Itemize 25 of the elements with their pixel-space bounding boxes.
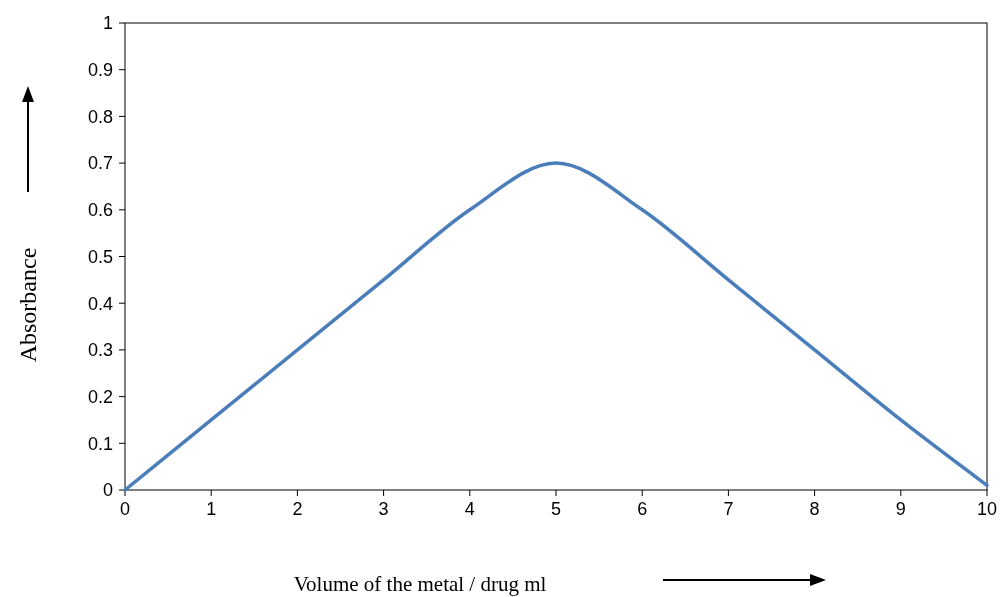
y-axis-title: Absorbance	[15, 247, 41, 363]
x-tick-label: 4	[464, 499, 475, 519]
y-tick-label: 0.2	[87, 386, 113, 407]
x-tick-label: 0	[119, 499, 131, 519]
x-tick-label: 5	[550, 499, 562, 519]
x-tick-label: 3	[378, 499, 389, 519]
y-tick-label: 0.4	[87, 293, 113, 314]
y-tick-label: 0.1	[87, 433, 113, 454]
x-tick-label: 2	[292, 499, 303, 519]
line-series	[123, 161, 989, 492]
x-tick-label: 7	[723, 499, 734, 519]
x-axis-title: Volume of the metal / drug ml	[293, 572, 547, 596]
x-tick-label: 9	[895, 499, 906, 519]
y-tick-label: 1	[102, 13, 113, 34]
y-tick-label: 0.6	[87, 200, 113, 221]
x-tick-label: 10	[976, 499, 998, 519]
y-tick-label: 0.7	[87, 153, 113, 174]
x-tick-label: 6	[637, 499, 648, 519]
x-tick-label: 8	[809, 499, 820, 519]
x-tick-label: 1	[206, 499, 217, 519]
y-tick-label: 0.9	[87, 60, 113, 80]
y-tick-label: 0.5	[87, 246, 113, 267]
y-tick-label: 0.3	[87, 340, 113, 361]
y-tick-label: 0	[102, 480, 113, 501]
y-tick-label: 0.8	[87, 106, 113, 127]
